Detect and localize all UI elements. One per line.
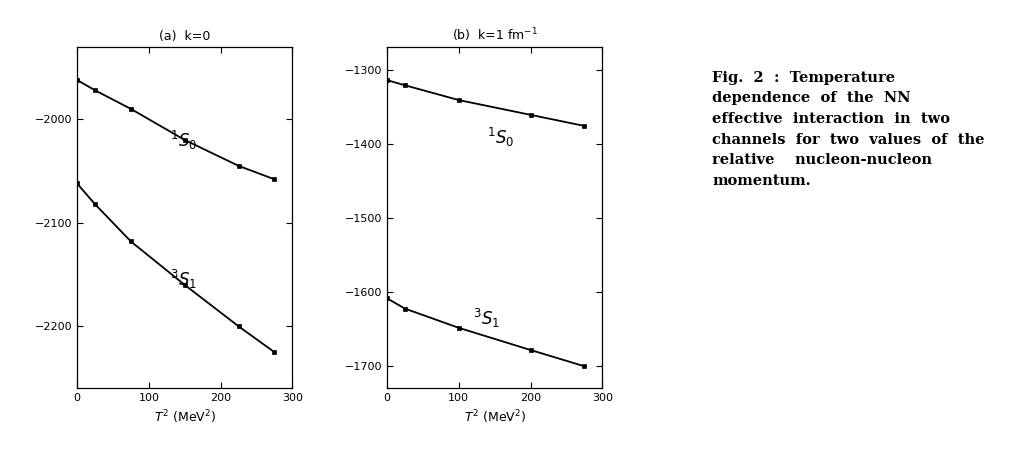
- Text: $^3S_1$: $^3S_1$: [170, 268, 197, 291]
- Text: $^1S_0$: $^1S_0$: [170, 128, 197, 152]
- Text: Fig.  2  :  Temperature
dependence  of  the  NN
effective  interaction  in  two
: Fig. 2 : Temperature dependence of the N…: [713, 71, 985, 188]
- Text: $^1S_0$: $^1S_0$: [488, 125, 515, 148]
- Text: $^3S_1$: $^3S_1$: [473, 307, 500, 330]
- X-axis label: $T^2$ (MeV$^2$): $T^2$ (MeV$^2$): [154, 409, 216, 426]
- Title: (a)  k=0: (a) k=0: [159, 30, 211, 43]
- Title: (b)  k=1 fm$^{-1}$: (b) k=1 fm$^{-1}$: [452, 26, 537, 44]
- X-axis label: $T^2$ (MeV$^2$): $T^2$ (MeV$^2$): [463, 409, 526, 426]
